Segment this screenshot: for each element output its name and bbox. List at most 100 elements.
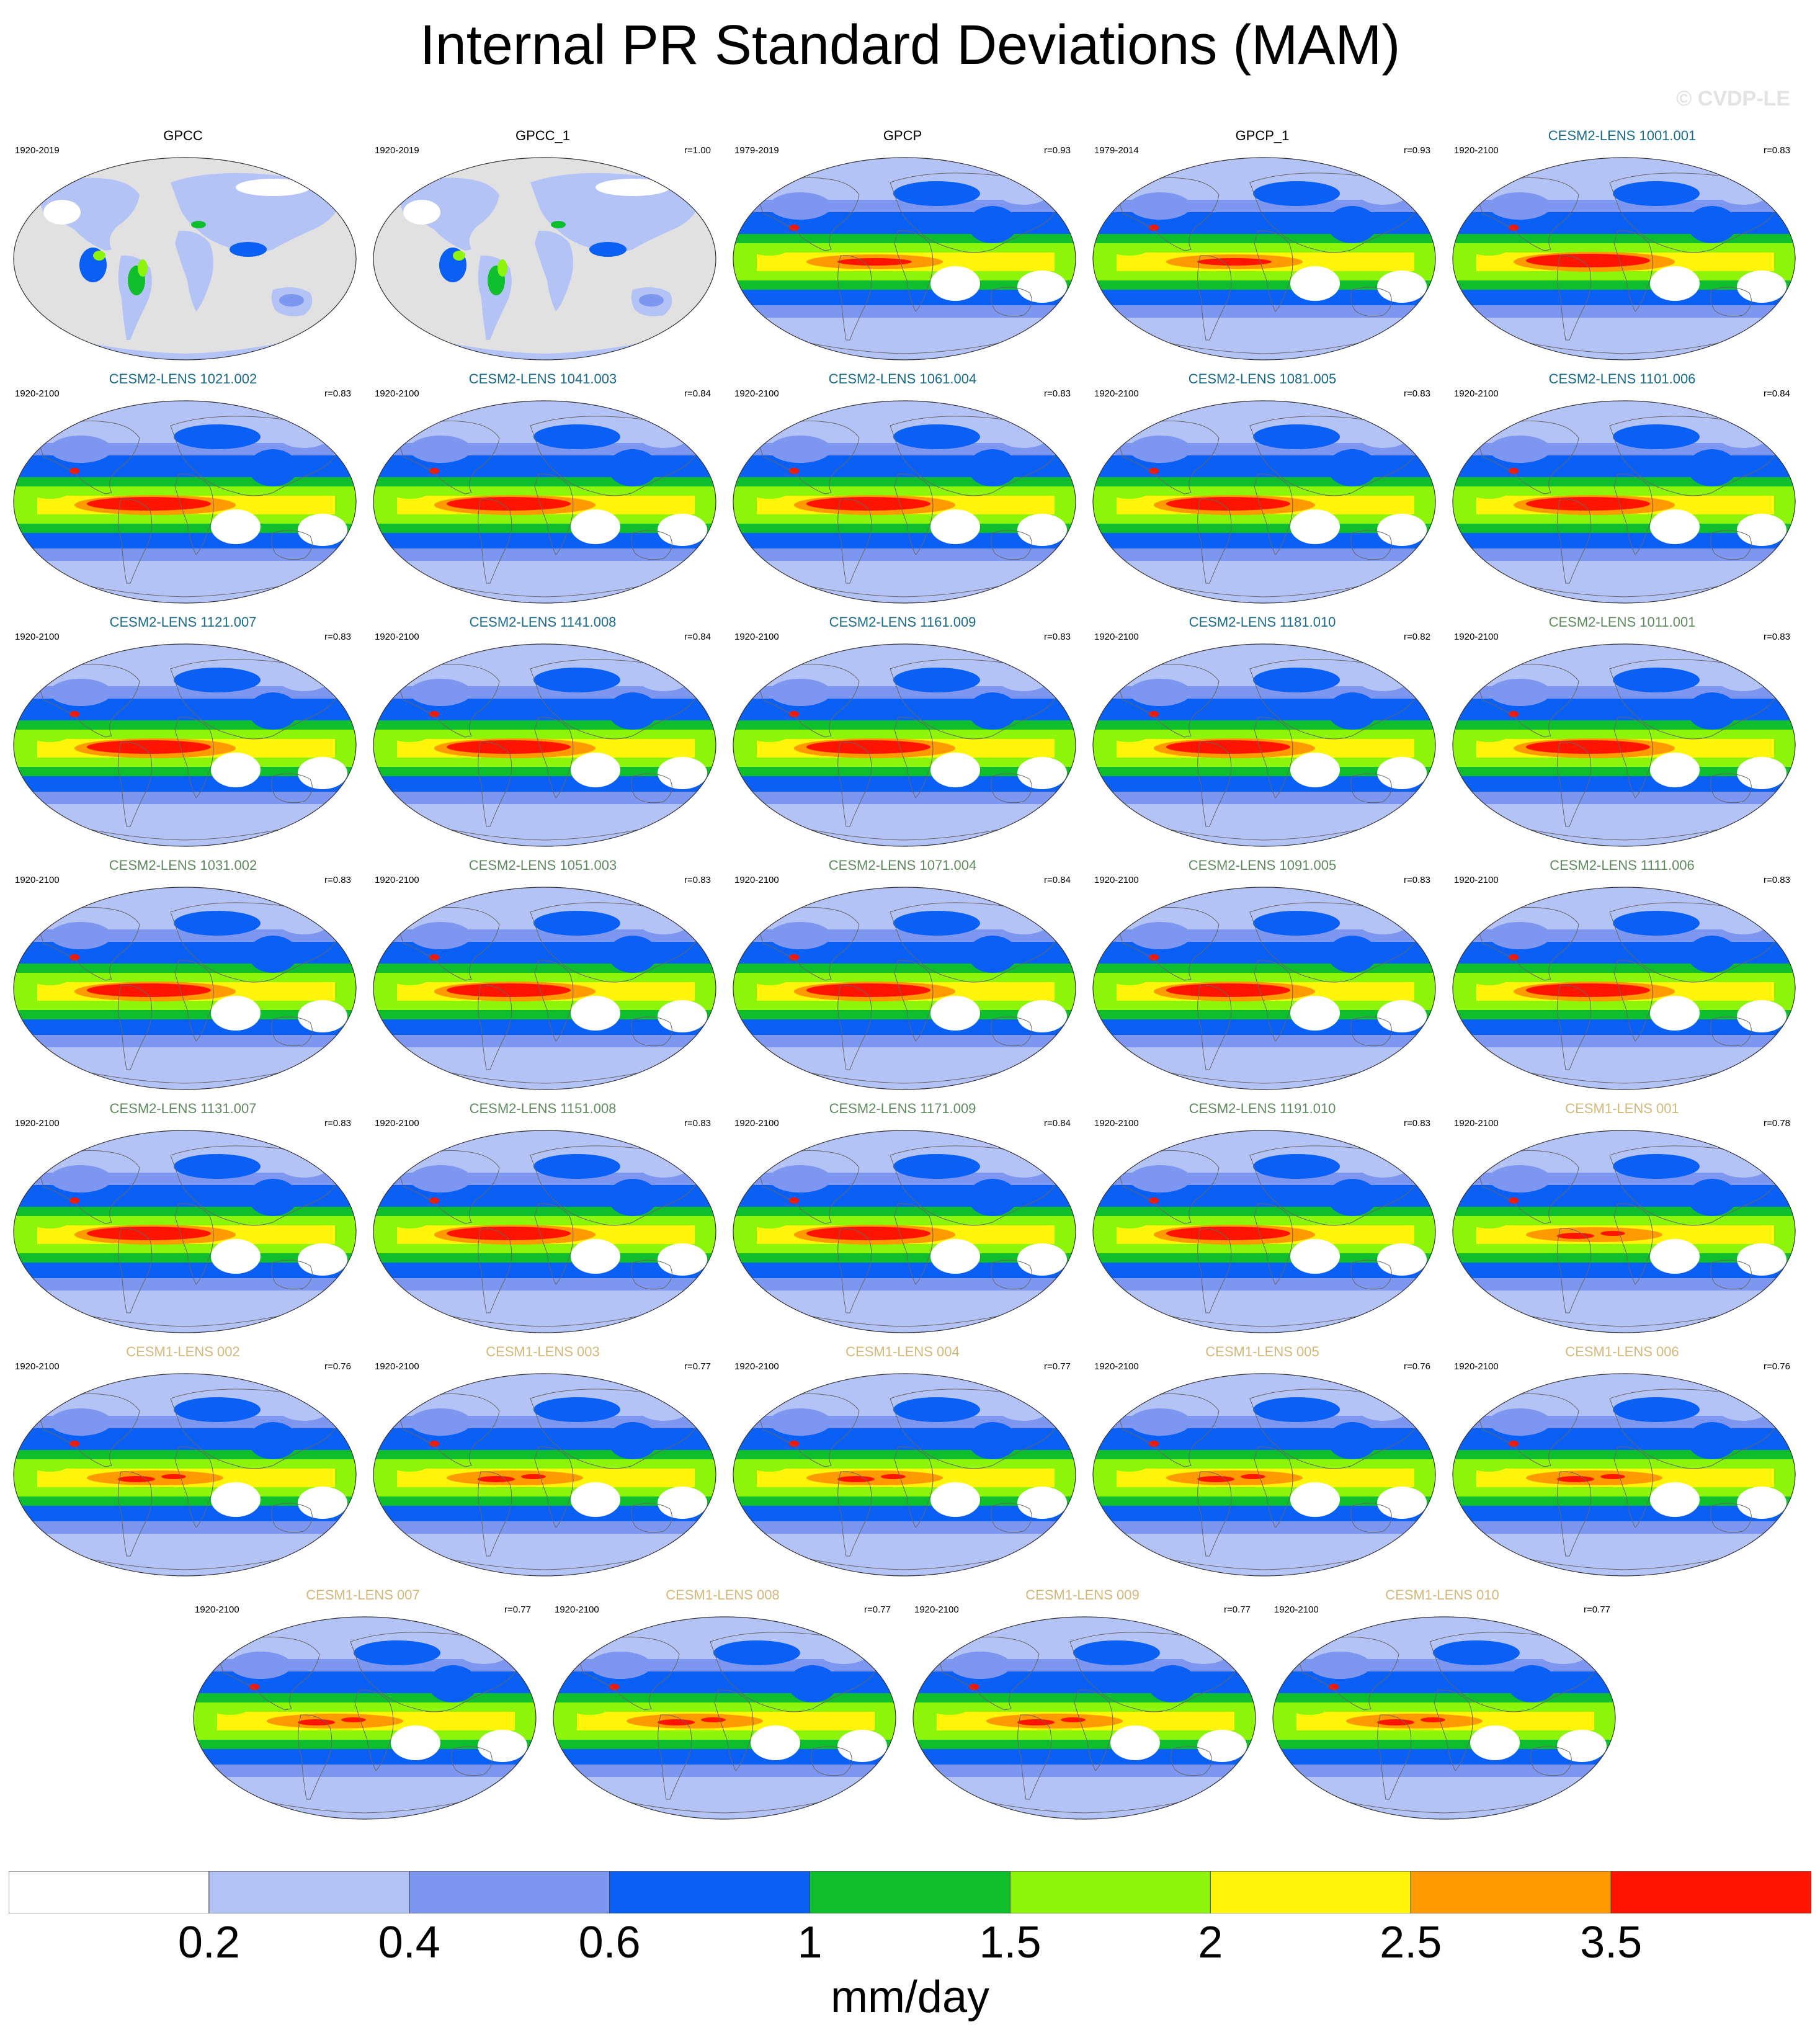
panel-correlation: r=0.93 — [1044, 145, 1071, 156]
panel-years: 1920-2100 — [1454, 632, 1499, 642]
map-panel: CESM2-LENS 1121.007 1920-2100 r=0.83 — [6, 611, 360, 849]
panel-years: 1920-2100 — [1094, 1118, 1139, 1129]
colorbar-swatch — [208, 1871, 410, 1913]
panel-correlation: r=0.82 — [1404, 632, 1430, 642]
panel-title: CESM1-LENS 010 — [1385, 1587, 1499, 1603]
map-cesm1 — [1452, 1130, 1796, 1333]
panel-correlation: r=0.84 — [684, 388, 711, 399]
map-panel: CESM1-LENS 007 1920-2100 r=0.77 — [186, 1583, 540, 1822]
panel-years: 1920-2100 — [1454, 145, 1499, 156]
panel-years: 1920-2100 — [1094, 632, 1139, 642]
colorbar-label: 0.6 — [578, 1918, 641, 1967]
panel-years: 1920-2100 — [1274, 1604, 1319, 1615]
panel-years: 1920-2100 — [734, 875, 779, 885]
panel-correlation: r=0.76 — [1404, 1361, 1430, 1372]
colorbar-label: 2.5 — [1380, 1918, 1442, 1967]
panel-correlation: r=0.83 — [324, 388, 351, 399]
panel-years: 1920-2100 — [1454, 875, 1499, 885]
map-gpcp — [1092, 157, 1436, 360]
panel-years: 1920-2100 — [15, 1361, 60, 1372]
colorbar-swatch — [9, 1871, 210, 1913]
map-gpcp — [733, 157, 1076, 360]
panel-title: CESM2-LENS 1121.007 — [109, 614, 257, 630]
map-cesm2 — [373, 1130, 716, 1333]
panel-title: CESM1-LENS 009 — [1025, 1587, 1140, 1603]
panel-years: 1920-2100 — [375, 388, 419, 399]
colorbar-units: mm/day — [830, 1972, 990, 2022]
panel-years: 1920-2019 — [15, 145, 60, 156]
map-panel: CESM1-LENS 008 1920-2100 r=0.77 — [546, 1583, 899, 1822]
colorbar-label: 1.5 — [979, 1918, 1042, 1967]
colorbar-swatch — [1009, 1871, 1211, 1913]
panel-title: CESM1-LENS 004 — [845, 1344, 960, 1359]
colorbar-label: 0.2 — [177, 1918, 240, 1967]
panel-title: CESM2-LENS 1131.007 — [109, 1101, 257, 1116]
panel-correlation: r=0.83 — [1764, 632, 1790, 642]
panel-correlation: r=0.83 — [1404, 1118, 1430, 1129]
panel-years: 1920-2100 — [375, 875, 419, 885]
panel-title: CESM2-LENS 1001.001 — [1548, 128, 1697, 143]
map-cesm1 — [733, 1373, 1076, 1577]
map-panel: CESM2-LENS 1001.001 1920-2100 r=0.83 — [1445, 124, 1799, 363]
panel-correlation: r=0.77 — [1584, 1604, 1610, 1615]
map-cesm2 — [733, 400, 1076, 604]
panel-title: CESM2-LENS 1041.003 — [468, 371, 617, 387]
map-cesm2 — [13, 643, 357, 847]
map-panel: CESM2-LENS 1081.005 1920-2100 r=0.83 — [1086, 367, 1439, 606]
map-cesm1 — [912, 1616, 1256, 1820]
panel-title: CESM2-LENS 1081.005 — [1188, 371, 1337, 387]
panel-correlation: r=0.77 — [1044, 1361, 1071, 1372]
map-cesm2 — [373, 643, 716, 847]
panel-title: GPCC_1 — [515, 128, 571, 143]
map-panel: GPCC_1 1920-2019 r=1.00 — [366, 124, 720, 363]
page-title: Internal PR Standard Deviations (MAM) — [419, 14, 1401, 76]
panel-correlation: r=0.83 — [324, 1118, 351, 1129]
map-cesm1 — [553, 1616, 896, 1820]
panel-correlation: r=0.83 — [1404, 388, 1430, 399]
colorbar-label: 0.4 — [378, 1918, 440, 1967]
panel-title: CESM2-LENS 1051.003 — [468, 857, 617, 873]
panel-years: 1920-2100 — [15, 875, 60, 885]
panel-title: CESM2-LENS 1151.008 — [469, 1101, 617, 1116]
panel-years: 1920-2100 — [195, 1604, 239, 1615]
map-cesm1 — [1272, 1616, 1616, 1820]
panel-title: CESM1-LENS 008 — [666, 1587, 780, 1603]
map-panel: CESM2-LENS 1151.008 1920-2100 r=0.83 — [366, 1097, 720, 1336]
map-cesm2 — [733, 1130, 1076, 1333]
panel-correlation: r=0.76 — [324, 1361, 351, 1372]
map-obs_land — [373, 157, 716, 360]
panel-correlation: r=0.83 — [1044, 388, 1071, 399]
panel-title: CESM1-LENS 006 — [1565, 1344, 1679, 1359]
map-cesm2 — [1092, 887, 1436, 1090]
map-cesm2 — [13, 400, 357, 604]
map-panel: CESM2-LENS 1021.002 1920-2100 r=0.83 — [6, 367, 360, 606]
map-panel: CESM2-LENS 1041.003 1920-2100 r=0.84 — [366, 367, 720, 606]
panel-correlation: r=0.93 — [1404, 145, 1430, 156]
map-cesm2 — [1452, 887, 1796, 1090]
map-cesm2 — [1092, 1130, 1436, 1333]
map-cesm2 — [1452, 400, 1796, 604]
panel-years: 1920-2100 — [1094, 875, 1139, 885]
panel-correlation: r=1.00 — [684, 145, 711, 156]
map-panel: GPCP 1979-2019 r=0.93 — [726, 124, 1079, 363]
panel-correlation: r=0.77 — [504, 1604, 531, 1615]
panel-title: CESM1-LENS 005 — [1205, 1344, 1319, 1359]
panel-years: 1979-2019 — [734, 145, 779, 156]
panel-title: CESM1-LENS 002 — [126, 1344, 240, 1359]
map-panel: CESM1-LENS 004 1920-2100 r=0.77 — [726, 1340, 1079, 1579]
panel-title: CESM2-LENS 1091.005 — [1188, 857, 1337, 873]
map-cesm1 — [1452, 1373, 1796, 1577]
panel-title: CESM2-LENS 1101.006 — [1548, 371, 1696, 387]
panel-years: 1920-2100 — [15, 388, 60, 399]
panel-title: CESM2-LENS 1071.004 — [828, 857, 977, 873]
map-panel: CESM2-LENS 1191.010 1920-2100 r=0.83 — [1086, 1097, 1439, 1336]
panel-correlation: r=0.84 — [684, 632, 711, 642]
panel-correlation: r=0.83 — [1044, 632, 1071, 642]
map-cesm1 — [1092, 1373, 1436, 1577]
colorbar — [9, 1871, 1811, 1913]
panel-years: 1920-2100 — [1454, 1361, 1499, 1372]
map-panel: CESM2-LENS 1011.001 1920-2100 r=0.83 — [1445, 611, 1799, 849]
panel-correlation: r=0.77 — [684, 1361, 711, 1372]
panel-title: CESM2-LENS 1061.004 — [828, 371, 977, 387]
panel-title: GPCP_1 — [1235, 128, 1290, 143]
